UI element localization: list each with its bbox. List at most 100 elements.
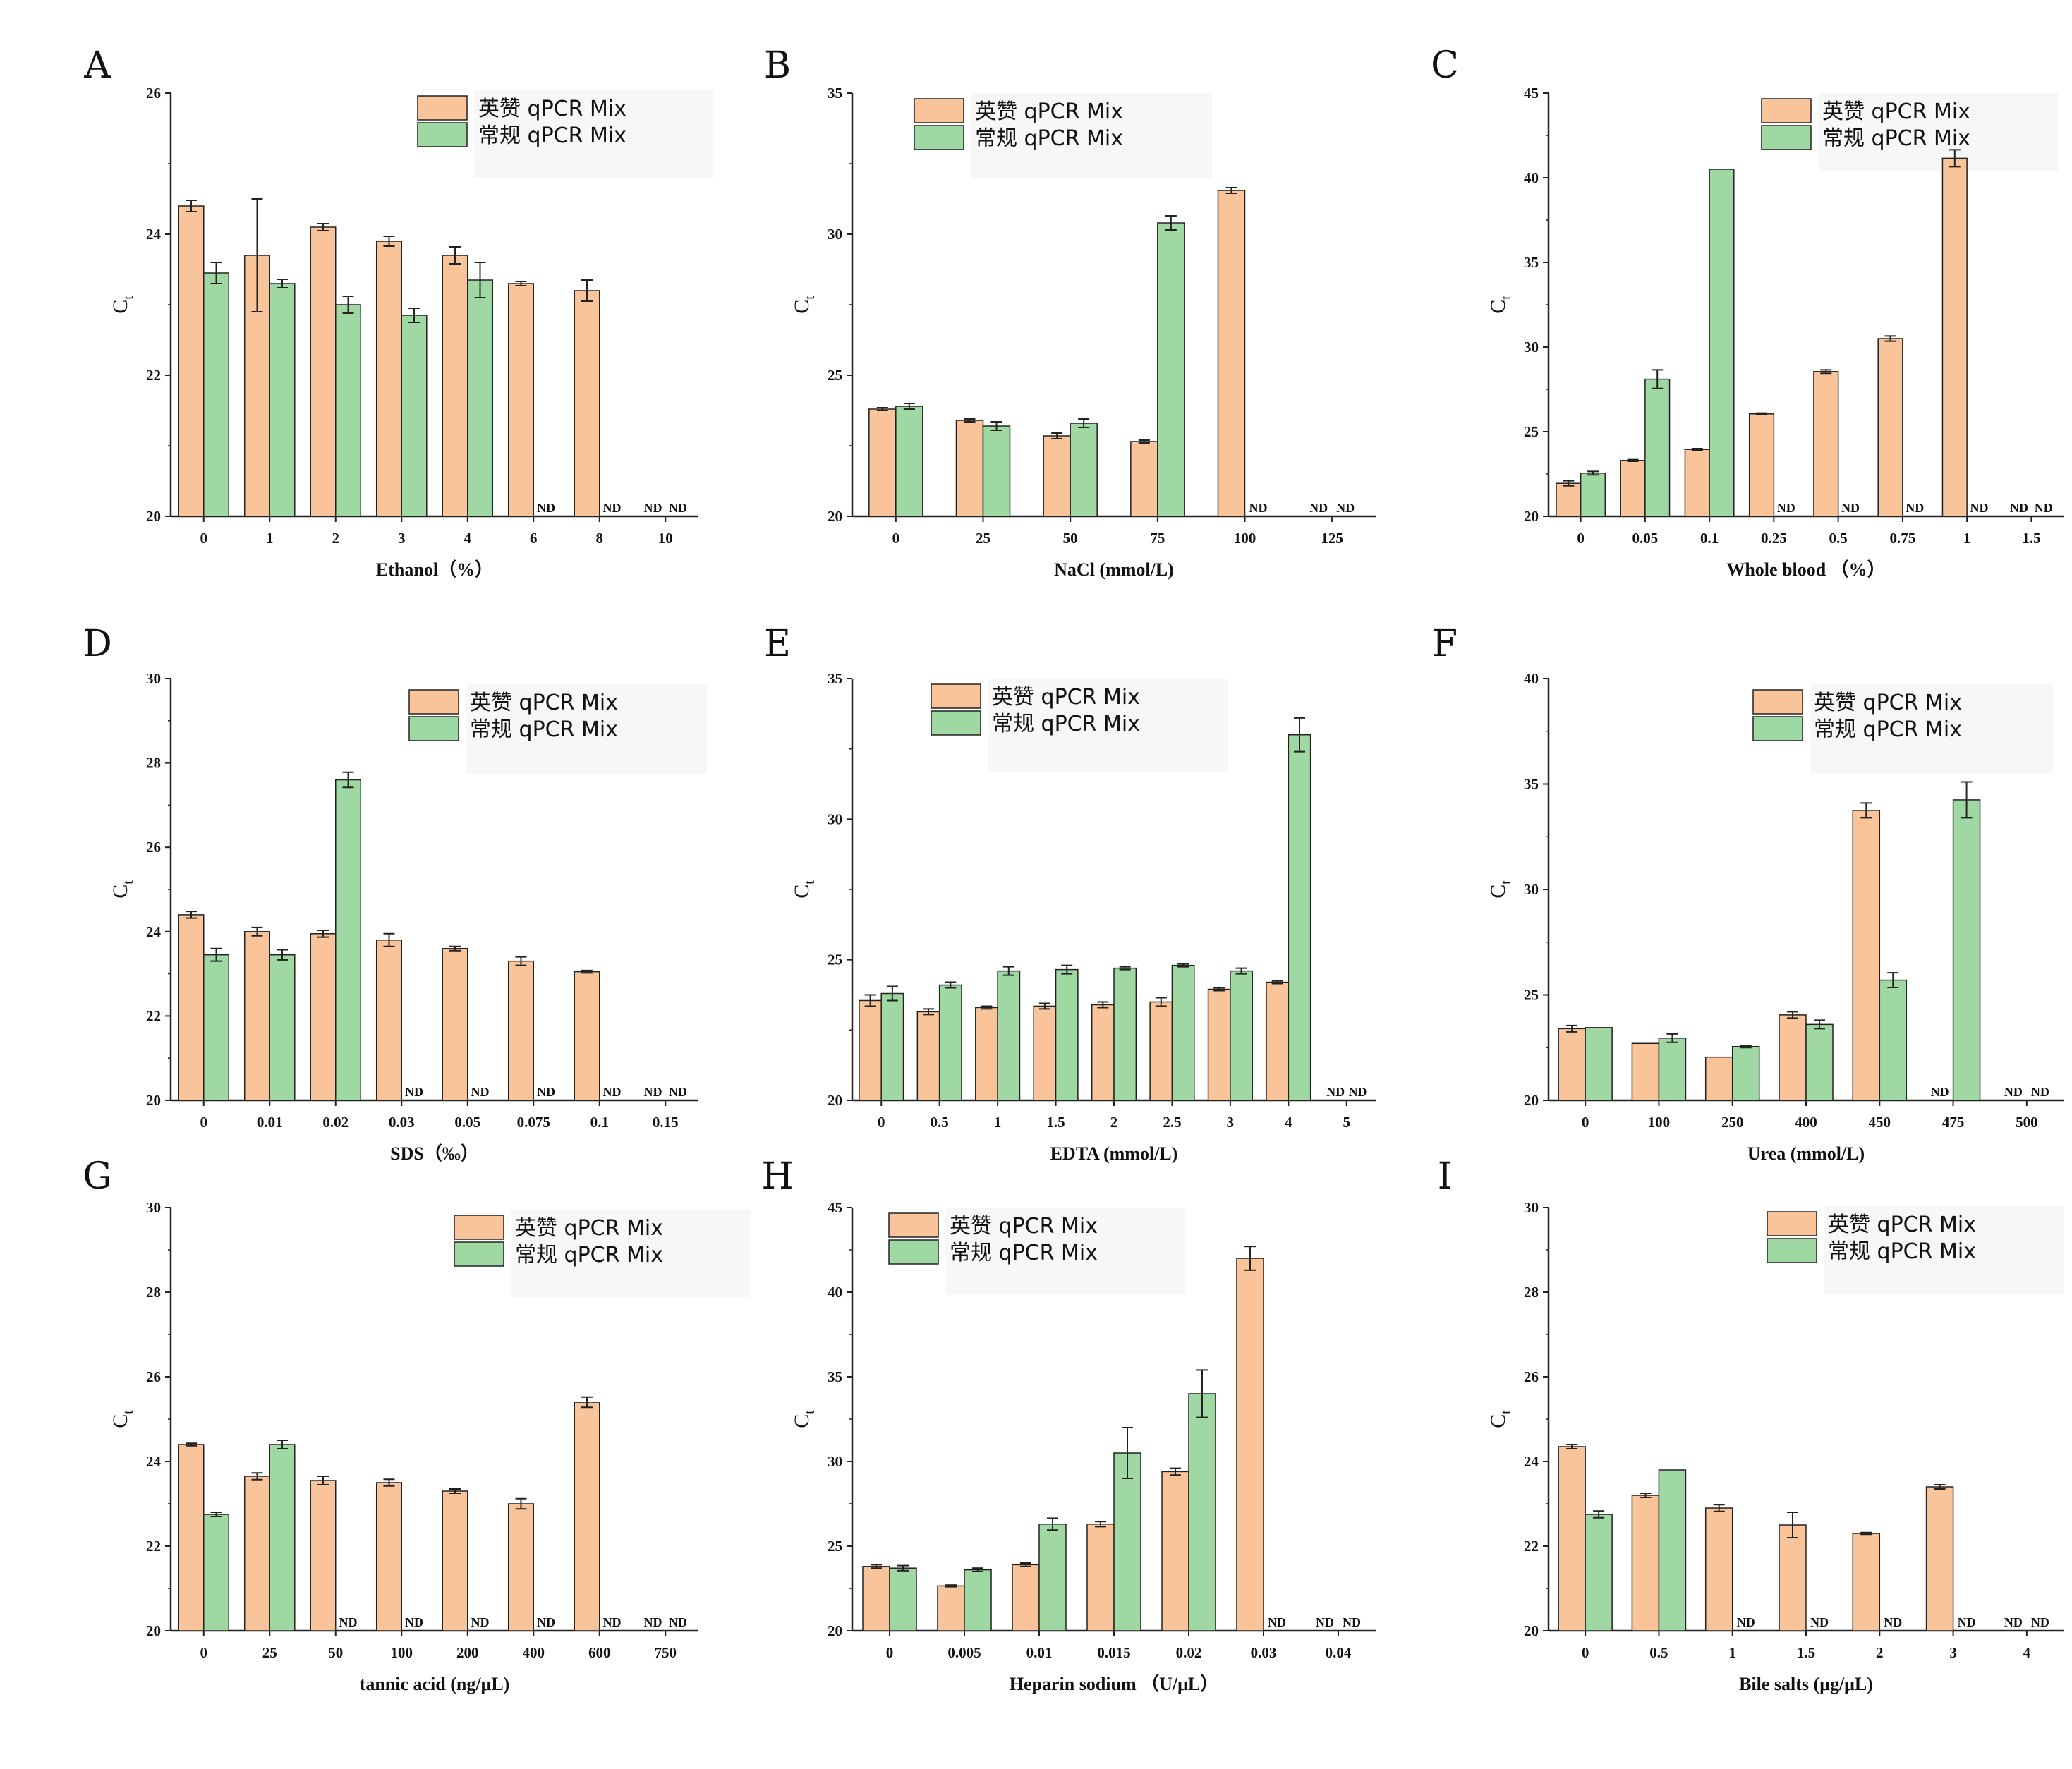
x-tick-label: 2 bbox=[1876, 1644, 1884, 1661]
bar-yingzan bbox=[1086, 1524, 1115, 1631]
x-tick-label: 0.005 bbox=[947, 1644, 981, 1661]
x-tick-label: 4 bbox=[1285, 1114, 1292, 1131]
bar-yingzan bbox=[1925, 1486, 1954, 1631]
legend-label: 英赞 qPCR Mix bbox=[975, 99, 1123, 124]
nd-label: ND bbox=[1343, 1615, 1361, 1629]
legend-swatch-conventional bbox=[1752, 716, 1803, 741]
y-tick-label: 30 bbox=[828, 1453, 842, 1470]
y-axis-label: Ct bbox=[109, 1410, 136, 1428]
y-tick-label: 28 bbox=[146, 1284, 161, 1301]
bar-yingzan bbox=[1620, 460, 1646, 517]
x-tick-label: 400 bbox=[523, 1644, 545, 1661]
y-axis-label-subscript: t bbox=[1498, 1410, 1514, 1414]
legend-label: 英赞 qPCR Mix bbox=[515, 1216, 663, 1241]
bar-conventional bbox=[880, 992, 904, 1101]
bar-conventional bbox=[401, 315, 428, 517]
y-axis-label-base: C bbox=[1486, 884, 1510, 899]
legend-label: 英赞 qPCR Mix bbox=[1828, 1212, 1976, 1237]
bar-conventional bbox=[1952, 799, 1981, 1101]
panel-h: H 20 25 30 35 40 45 Ct Heparin sodium （U/μL） 0 0.0… bbox=[761, 1155, 1376, 1694]
x-axis-label: SDS（‰） bbox=[390, 1143, 479, 1164]
panel-letter: I bbox=[1438, 1155, 1453, 1198]
bar-yingzan bbox=[1012, 1564, 1040, 1631]
bar-yingzan bbox=[310, 1480, 337, 1631]
panel-a: A 20 22 24 26 Ct Ethanol（%） 0 1 2 3 4 6 ND 8 ND 10 ND ND 英赞… bbox=[83, 44, 713, 580]
panel-c: C 20 25 30 35 40 45 Ct Whole blood （%） 0 0.05 0.1 0.… bbox=[1431, 44, 2064, 580]
bar-yingzan bbox=[1033, 1005, 1057, 1101]
bar-yingzan bbox=[916, 1011, 940, 1101]
legend-label: 常规 qPCR Mix bbox=[1814, 717, 1962, 742]
x-tick-label: 0 bbox=[1582, 1114, 1589, 1131]
legend-swatch-yingzan bbox=[1767, 1211, 1817, 1236]
y-axis-label-subscript: t bbox=[1498, 880, 1514, 884]
legend-swatch-yingzan bbox=[914, 98, 964, 123]
legend-background bbox=[466, 684, 707, 774]
legend-label: 常规 qPCR Mix bbox=[1828, 1239, 1976, 1264]
legend-swatch-yingzan bbox=[888, 1212, 939, 1238]
bar-yingzan bbox=[574, 290, 600, 517]
x-axis-label: tannic acid (ng/μL) bbox=[360, 1674, 510, 1694]
legend-swatch-conventional bbox=[417, 122, 468, 147]
y-tick-label: 28 bbox=[1524, 1284, 1539, 1301]
x-axis-label: EDTA (mmol/L) bbox=[1050, 1143, 1178, 1164]
y-tick-label: 22 bbox=[146, 1007, 161, 1024]
legend-swatch-yingzan bbox=[408, 689, 459, 715]
y-axis-label-base: C bbox=[1486, 1414, 1510, 1428]
x-tick-label: 0 bbox=[892, 530, 900, 547]
bar-yingzan bbox=[1043, 435, 1071, 517]
bar-yingzan bbox=[1558, 1446, 1586, 1631]
bar-conventional bbox=[1658, 1469, 1687, 1631]
nd-label: ND bbox=[2004, 1085, 2023, 1099]
x-tick-label: 2 bbox=[332, 530, 340, 547]
nd-label: ND bbox=[669, 501, 687, 515]
legend-label: 常规 qPCR Mix bbox=[992, 712, 1140, 736]
y-tick-label: 30 bbox=[1524, 339, 1539, 355]
x-tick-label: 1 bbox=[266, 530, 274, 547]
bar-conventional bbox=[269, 1444, 296, 1631]
y-axis-label: Ct bbox=[109, 880, 136, 899]
x-tick-label: 0 bbox=[1582, 1644, 1589, 1661]
y-axis-label: Ct bbox=[790, 1410, 818, 1428]
panel-letter: D bbox=[83, 623, 112, 665]
y-tick-label: 26 bbox=[146, 1368, 161, 1385]
bar-yingzan bbox=[442, 1490, 468, 1631]
legend-background bbox=[971, 93, 1212, 178]
bar-conventional bbox=[889, 1567, 917, 1631]
y-tick-label: 28 bbox=[146, 755, 161, 772]
x-tick-label: 100 bbox=[391, 1644, 413, 1661]
panel-letter: H bbox=[761, 1155, 793, 1198]
y-axis-label-subscript: t bbox=[802, 1410, 818, 1414]
y-tick-label: 20 bbox=[1524, 1092, 1539, 1109]
bar-conventional bbox=[335, 779, 362, 1101]
x-tick-label: 0.75 bbox=[1890, 530, 1916, 547]
x-tick-label: 0.02 bbox=[1176, 1644, 1202, 1661]
bar-yingzan bbox=[574, 971, 600, 1101]
x-tick-label: 0.25 bbox=[1761, 530, 1787, 547]
nd-label: ND bbox=[1931, 1085, 1949, 1099]
legend-background bbox=[1810, 684, 2053, 773]
bar-yingzan bbox=[862, 1566, 890, 1631]
y-axis-label-base: C bbox=[109, 300, 132, 314]
legend-swatch-yingzan bbox=[1761, 98, 1812, 123]
panel-letter: G bbox=[83, 1155, 112, 1198]
legend-background bbox=[1824, 1206, 2064, 1294]
y-tick-label: 20 bbox=[146, 1622, 161, 1639]
legend-label: 常规 qPCR Mix bbox=[478, 123, 626, 148]
bar-yingzan bbox=[243, 931, 270, 1101]
y-axis-label-subscript: t bbox=[1498, 296, 1514, 300]
legend-label: 英赞 qPCR Mix bbox=[1814, 691, 1962, 715]
nd-label: ND bbox=[1841, 501, 1860, 515]
x-tick-label: 250 bbox=[1721, 1114, 1744, 1131]
x-tick-label: 3 bbox=[1949, 1644, 1957, 1661]
legend-background bbox=[988, 679, 1228, 772]
bar-conventional bbox=[997, 970, 1021, 1101]
legend-label: 英赞 qPCR Mix bbox=[992, 685, 1140, 710]
x-tick-label: 0 bbox=[200, 1114, 208, 1131]
legend-swatch-yingzan bbox=[931, 683, 981, 709]
legend-swatch-yingzan bbox=[454, 1215, 504, 1240]
bar-conventional bbox=[335, 304, 362, 517]
y-tick-label: 35 bbox=[1524, 254, 1539, 271]
panel-letter: B bbox=[764, 44, 791, 87]
legend-label: 常规 qPCR Mix bbox=[1822, 126, 1970, 151]
bar-conventional bbox=[1644, 378, 1671, 517]
